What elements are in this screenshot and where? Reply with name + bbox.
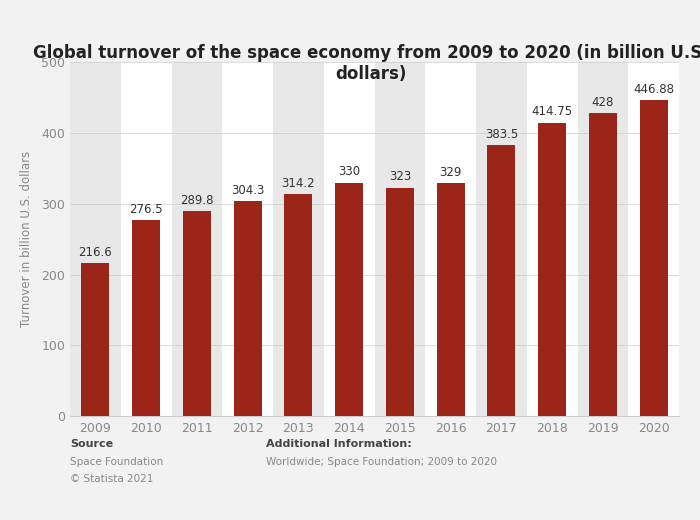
Text: 446.88: 446.88 (633, 83, 674, 96)
Bar (284, 194, 312, 416)
Bar (589, 113, 617, 416)
Text: Space Foundation: Space Foundation (70, 457, 163, 466)
Bar (487, 145, 515, 416)
Bar (426, 62, 476, 416)
Bar (223, 62, 273, 416)
Text: 329: 329 (440, 166, 462, 179)
Text: 323: 323 (389, 171, 411, 184)
Bar (640, 100, 668, 416)
Bar (437, 184, 465, 416)
Bar (70, 62, 120, 416)
Bar (234, 201, 262, 416)
Bar (323, 62, 375, 416)
Text: © Statista 2021: © Statista 2021 (70, 474, 153, 484)
Text: 383.5: 383.5 (484, 127, 518, 140)
Text: 304.3: 304.3 (231, 184, 265, 197)
Bar (81, 263, 109, 416)
Text: Worldwide; Space Foundation; 2009 to 2020: Worldwide; Space Foundation; 2009 to 202… (266, 457, 497, 466)
Bar (476, 62, 526, 416)
Bar (120, 62, 172, 416)
Y-axis label: Turnover in billion U.S. dollars: Turnover in billion U.S. dollars (20, 151, 33, 327)
Text: Global turnover of the space economy from 2009 to 2020 (in billion U.S.
dollars): Global turnover of the space economy fro… (33, 44, 700, 83)
Bar (335, 183, 363, 416)
Bar (172, 62, 223, 416)
Text: Source: Source (70, 439, 113, 449)
Bar (629, 62, 679, 416)
Text: 330: 330 (338, 165, 360, 178)
Bar (526, 62, 578, 416)
Bar (183, 211, 211, 416)
Text: 428: 428 (592, 96, 614, 109)
Bar (273, 62, 323, 416)
Bar (132, 220, 160, 416)
Text: 289.8: 289.8 (180, 194, 214, 207)
Bar (578, 62, 629, 416)
Text: 216.6: 216.6 (78, 245, 112, 258)
Text: 276.5: 276.5 (130, 203, 163, 216)
Text: 414.75: 414.75 (531, 106, 573, 119)
Text: 314.2: 314.2 (281, 177, 315, 190)
Bar (386, 188, 414, 416)
Bar (374, 62, 426, 416)
Bar (538, 123, 566, 416)
Text: Additional Information:: Additional Information: (266, 439, 412, 449)
